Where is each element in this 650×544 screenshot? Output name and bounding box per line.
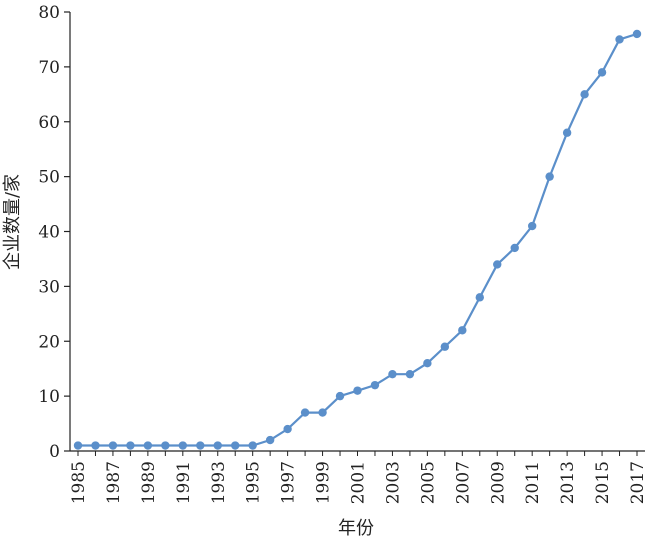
x-axis-ticks: 1985 1987 1989 1991 1993 1995 1997 1999 2001 2003… [69, 451, 648, 504]
data-point [318, 408, 327, 417]
data-point [562, 128, 572, 137]
y-axis-title: 企业数量/家 [2, 174, 23, 270]
data-point [283, 424, 292, 434]
data-point [388, 369, 397, 379]
x-tick-label: 1991 [174, 461, 194, 504]
data-point [475, 293, 484, 302]
x-tick-label: 1987 [104, 461, 124, 504]
x-tick-label: 1989 [139, 461, 159, 504]
y-tick-label: 60 [38, 113, 60, 133]
data-point [231, 441, 240, 450]
data-point [458, 326, 467, 335]
x-tick-label: 1995 [244, 461, 264, 504]
data-point [126, 441, 135, 450]
x-tick-label: 2013 [558, 461, 578, 504]
series-line [78, 32, 638, 447]
y-axis-ticks: 0 10 20 30 40 50 60 70 80 [38, 3, 70, 462]
data-point [178, 441, 188, 450]
data-point [196, 441, 205, 450]
data-point [423, 359, 432, 368]
x-axis-title: 年份 [338, 518, 374, 539]
y-tick-label: 80 [38, 3, 60, 23]
data-point [405, 369, 415, 379]
x-tick-label: 2009 [488, 461, 508, 504]
data-point [108, 441, 118, 450]
data-point [527, 221, 537, 231]
data-point [143, 441, 153, 450]
data-point [597, 68, 607, 77]
y-tick-label: 50 [38, 168, 60, 188]
x-tick-label: 2003 [383, 461, 403, 504]
data-point [161, 441, 170, 450]
y-tick-label: 0 [49, 442, 60, 462]
data-point [493, 260, 502, 269]
y-tick-label: 30 [38, 277, 60, 297]
data-point [91, 441, 100, 450]
x-tick-label: 1993 [209, 461, 229, 504]
x-tick-label: 2005 [418, 461, 438, 504]
data-point [510, 243, 519, 253]
x-tick-label: 2017 [628, 461, 648, 504]
x-tick-label: 2007 [453, 461, 473, 504]
x-tick-label: 1999 [314, 461, 334, 504]
data-point [353, 386, 362, 395]
data-point [580, 90, 589, 99]
y-tick-label: 70 [38, 58, 60, 78]
data-point [213, 441, 222, 450]
y-tick-label: 10 [38, 387, 60, 407]
x-tick-label: 2001 [349, 461, 369, 504]
x-tick-label: 2015 [593, 461, 613, 504]
x-tick-label: 1985 [69, 461, 89, 504]
data-point [370, 380, 380, 390]
data-point [300, 408, 310, 417]
data-points [73, 29, 642, 450]
axes [69, 12, 645, 452]
data-point [73, 441, 83, 450]
y-tick-label: 20 [38, 332, 60, 352]
x-tick-label: 2011 [523, 461, 543, 504]
data-point [248, 441, 257, 450]
data-point [615, 35, 624, 44]
data-point [440, 342, 450, 351]
data-point [265, 435, 275, 445]
x-tick-label: 1997 [279, 461, 299, 504]
data-point [545, 172, 554, 181]
y-tick-label: 40 [38, 223, 60, 243]
data-point [632, 29, 642, 39]
data-point [335, 391, 345, 401]
